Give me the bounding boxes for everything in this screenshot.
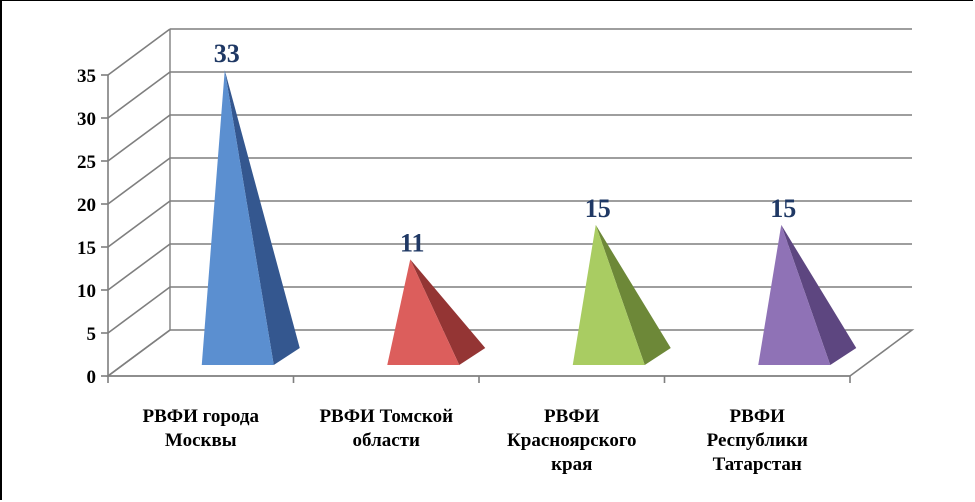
category-label-line: Республики <box>707 430 808 451</box>
category-label: РВФИ Томской области <box>319 406 453 451</box>
data-label: 33 <box>214 39 240 68</box>
category-label-line: РВФИ Томской <box>319 406 453 427</box>
axis-layer: 0 5 10 15 20 25 30 35 <box>77 66 851 388</box>
category-label-line: РВФИ <box>730 406 786 427</box>
bar-layer <box>201 70 857 366</box>
category-label: РВФИ Республики Татарстан <box>707 406 808 475</box>
pyramid-side-face <box>595 224 671 365</box>
y-tick-label: 30 <box>77 109 96 130</box>
category-label-line: Красноярского <box>507 430 637 451</box>
gridline-diagonal <box>107 71 171 119</box>
category-label-line: РВФИ <box>544 406 600 427</box>
category-label: РВФИ Красноярского края <box>507 406 637 475</box>
y-tick-label: 25 <box>77 152 96 173</box>
data-label: 15 <box>585 194 611 223</box>
y-tick-label: 20 <box>77 195 96 216</box>
y-tick-label: 5 <box>87 324 97 345</box>
data-label: 11 <box>400 228 425 257</box>
gridline-diagonal <box>107 157 171 205</box>
pyramid-side-face <box>224 70 300 366</box>
category-label-line: Москвы <box>165 430 237 451</box>
gridline-diagonal <box>107 114 171 162</box>
pyramid-front-face <box>387 259 460 365</box>
category-label-line: РВФИ города <box>143 406 260 427</box>
category-label-line: области <box>353 430 420 451</box>
pyramid-bar <box>201 70 300 366</box>
category-label-line: края <box>551 454 592 475</box>
gridline-diagonal <box>107 200 171 248</box>
category-label: РВФИ города Москвы <box>143 406 260 451</box>
data-label: 15 <box>770 194 796 223</box>
pyramid-side-face <box>410 259 486 365</box>
pyramid-bar <box>387 259 486 365</box>
y-tick-label: 35 <box>77 66 96 87</box>
category-label-line: Татарстан <box>713 454 802 475</box>
pyramid-front-face <box>201 70 274 366</box>
gridline-diagonal <box>107 28 171 76</box>
pyramid-side-face <box>781 224 857 365</box>
pyramid-front-face <box>758 224 831 365</box>
gridline-diagonal <box>107 286 171 334</box>
y-tick-label: 15 <box>77 238 96 259</box>
pyramid-bar <box>758 224 857 365</box>
y-tick-label: 10 <box>77 281 96 302</box>
label-layer: 33 РВФИ города Москвы 11 РВФИ Томской области… <box>143 39 808 475</box>
y-tick-label: 0 <box>87 367 97 388</box>
gridline-diagonal <box>107 243 171 291</box>
pyramid-front-face <box>572 224 645 365</box>
pyramid-bar <box>572 224 671 365</box>
